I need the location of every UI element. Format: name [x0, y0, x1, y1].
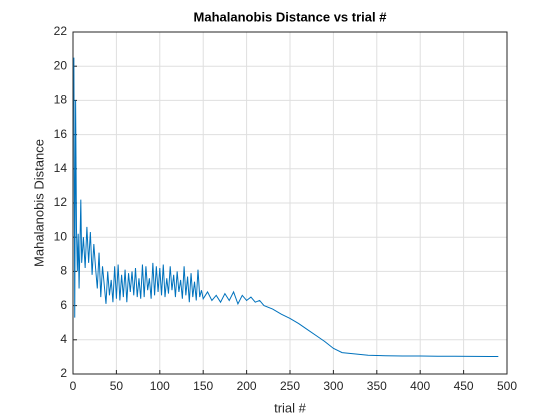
x-tick-label: 500 [497, 379, 517, 393]
data-line [73, 57, 499, 358]
x-tick-label: 150 [193, 379, 213, 393]
y-tick-label: 6 [60, 298, 67, 312]
x-tick-label: 200 [237, 379, 257, 393]
y-tick-label: 12 [54, 195, 68, 209]
x-tick-label: 400 [410, 379, 430, 393]
y-tick-label: 4 [60, 332, 67, 346]
y-tick-label: 10 [54, 229, 68, 243]
y-tick-label: 16 [54, 127, 68, 141]
x-tick-label: 50 [110, 379, 124, 393]
y-tick-label: 18 [54, 93, 68, 107]
y-tick-label: 14 [54, 161, 68, 175]
y-tick-label: 8 [60, 264, 67, 278]
y-tick-label: 22 [54, 24, 68, 38]
x-tick-label: 0 [70, 379, 77, 393]
x-tick-label: 250 [280, 379, 300, 393]
x-axis-label: trial # [274, 400, 307, 415]
y-tick-label: 20 [54, 58, 68, 72]
x-tick-label: 100 [150, 379, 170, 393]
x-tick-label: 450 [454, 379, 474, 393]
y-axis-label: Mahalanobis Distance [31, 139, 46, 267]
y-tick-label: 2 [60, 366, 67, 380]
chart-title: Mahalanobis Distance vs trial # [194, 9, 388, 24]
axes-box [72, 31, 508, 375]
x-tick-label: 350 [367, 379, 387, 393]
x-tick-label: 300 [323, 379, 343, 393]
